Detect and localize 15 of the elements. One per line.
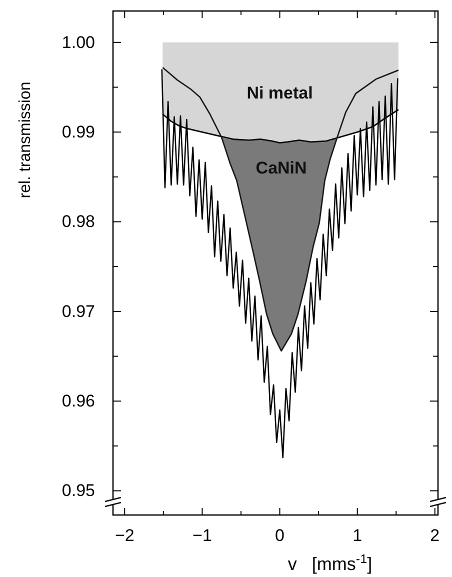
x-tick-label: −1	[192, 526, 212, 546]
text: Ni metal	[246, 84, 313, 103]
x-tick-label: 1	[352, 526, 362, 546]
y-tick-label: 0.98	[62, 212, 95, 232]
y-tick-label: 0.96	[62, 392, 95, 411]
y-tick-label: 1.00	[62, 32, 95, 52]
series-label: CaNiN	[256, 158, 307, 178]
y-tick-label: 0.95	[62, 481, 95, 500]
x-tick-label: 0	[275, 526, 284, 546]
y-tick-label: 0.99	[62, 122, 95, 142]
x-axis-title: v [mms$^{-1}$]	[288, 552, 372, 574]
y-tick-label: 0.97	[62, 302, 95, 321]
y-axis-title: rel. transmission	[17, 82, 34, 198]
x-tick-label: −2	[114, 526, 134, 546]
x-tick-label: 2	[430, 526, 440, 546]
